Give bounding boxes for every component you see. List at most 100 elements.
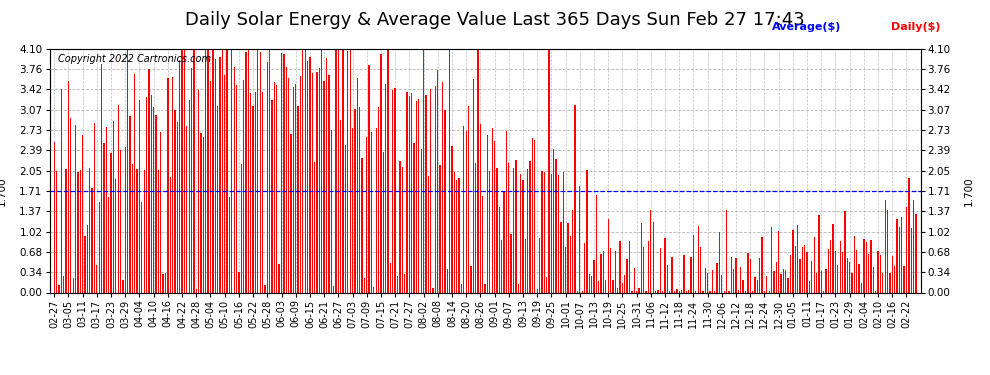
Bar (430, 89, 432, 292)
Bar (851, 273, 852, 292)
Bar (468, 106, 469, 292)
Bar (652, 222, 653, 292)
Bar (650, 210, 651, 292)
Bar (797, 225, 798, 292)
Bar (581, 291, 583, 292)
Bar (239, 272, 240, 292)
Bar (690, 258, 692, 292)
Bar (868, 255, 869, 292)
Bar (106, 127, 107, 292)
Bar (302, 49, 304, 292)
Bar (442, 82, 444, 292)
Bar (686, 291, 687, 292)
Bar (647, 241, 649, 292)
Bar (87, 225, 88, 292)
Bar (639, 288, 640, 292)
Bar (460, 284, 462, 292)
Bar (390, 263, 391, 292)
Bar (484, 284, 486, 292)
Bar (212, 49, 214, 292)
Bar (804, 245, 805, 292)
Bar (499, 207, 500, 292)
Text: Copyright 2022 Cartronics.com: Copyright 2022 Cartronics.com (58, 54, 211, 64)
Bar (139, 100, 141, 292)
Bar (676, 290, 677, 292)
Bar (288, 78, 289, 292)
Bar (368, 65, 369, 292)
Bar (548, 49, 549, 292)
Bar (167, 78, 168, 292)
Bar (537, 288, 538, 292)
Bar (572, 210, 573, 292)
Bar (231, 49, 233, 292)
Bar (555, 159, 556, 292)
Bar (383, 153, 384, 292)
Bar (821, 272, 822, 292)
Bar (82, 135, 83, 292)
Bar (293, 87, 294, 292)
Bar (470, 266, 471, 292)
Bar (518, 284, 519, 292)
Bar (771, 227, 772, 292)
Bar (598, 281, 599, 292)
Bar (632, 291, 633, 292)
Bar (624, 275, 626, 292)
Bar (710, 291, 711, 292)
Bar (354, 109, 355, 292)
Bar (669, 291, 670, 292)
Bar (807, 252, 808, 292)
Bar (754, 278, 755, 292)
Bar (181, 49, 183, 292)
Bar (433, 288, 434, 292)
Bar (894, 266, 895, 292)
Bar (108, 197, 109, 292)
Bar (200, 133, 202, 292)
Bar (896, 219, 898, 292)
Bar (53, 142, 54, 292)
Bar (312, 74, 313, 292)
Bar (562, 172, 564, 292)
Bar (717, 263, 718, 292)
Bar (411, 93, 413, 292)
Bar (176, 122, 178, 292)
Bar (426, 95, 427, 292)
Bar (664, 238, 665, 292)
Bar (155, 115, 156, 292)
Bar (799, 259, 801, 292)
Bar (666, 265, 668, 292)
Bar (742, 279, 743, 292)
Bar (641, 224, 642, 292)
Bar (243, 80, 245, 292)
Bar (446, 270, 447, 292)
Bar (783, 269, 784, 292)
Bar (705, 268, 706, 292)
Bar (359, 108, 360, 292)
Bar (636, 291, 638, 292)
Bar (513, 168, 514, 292)
Bar (266, 62, 268, 292)
Bar (366, 137, 367, 292)
Bar (593, 260, 595, 292)
Bar (326, 58, 327, 292)
Bar (591, 276, 592, 292)
Bar (184, 49, 185, 292)
Bar (169, 177, 171, 292)
Bar (738, 290, 740, 292)
Bar (157, 170, 159, 292)
Bar (830, 240, 832, 292)
Bar (196, 289, 197, 292)
Bar (63, 276, 64, 292)
Bar (162, 274, 163, 292)
Bar (530, 161, 531, 292)
Bar (227, 49, 228, 292)
Bar (356, 78, 358, 292)
Bar (605, 280, 607, 292)
Bar (94, 123, 95, 292)
Bar (525, 238, 526, 292)
Bar (271, 100, 272, 292)
Bar (246, 52, 247, 292)
Bar (217, 106, 218, 292)
Bar (385, 84, 386, 292)
Bar (418, 99, 420, 292)
Bar (759, 258, 760, 292)
